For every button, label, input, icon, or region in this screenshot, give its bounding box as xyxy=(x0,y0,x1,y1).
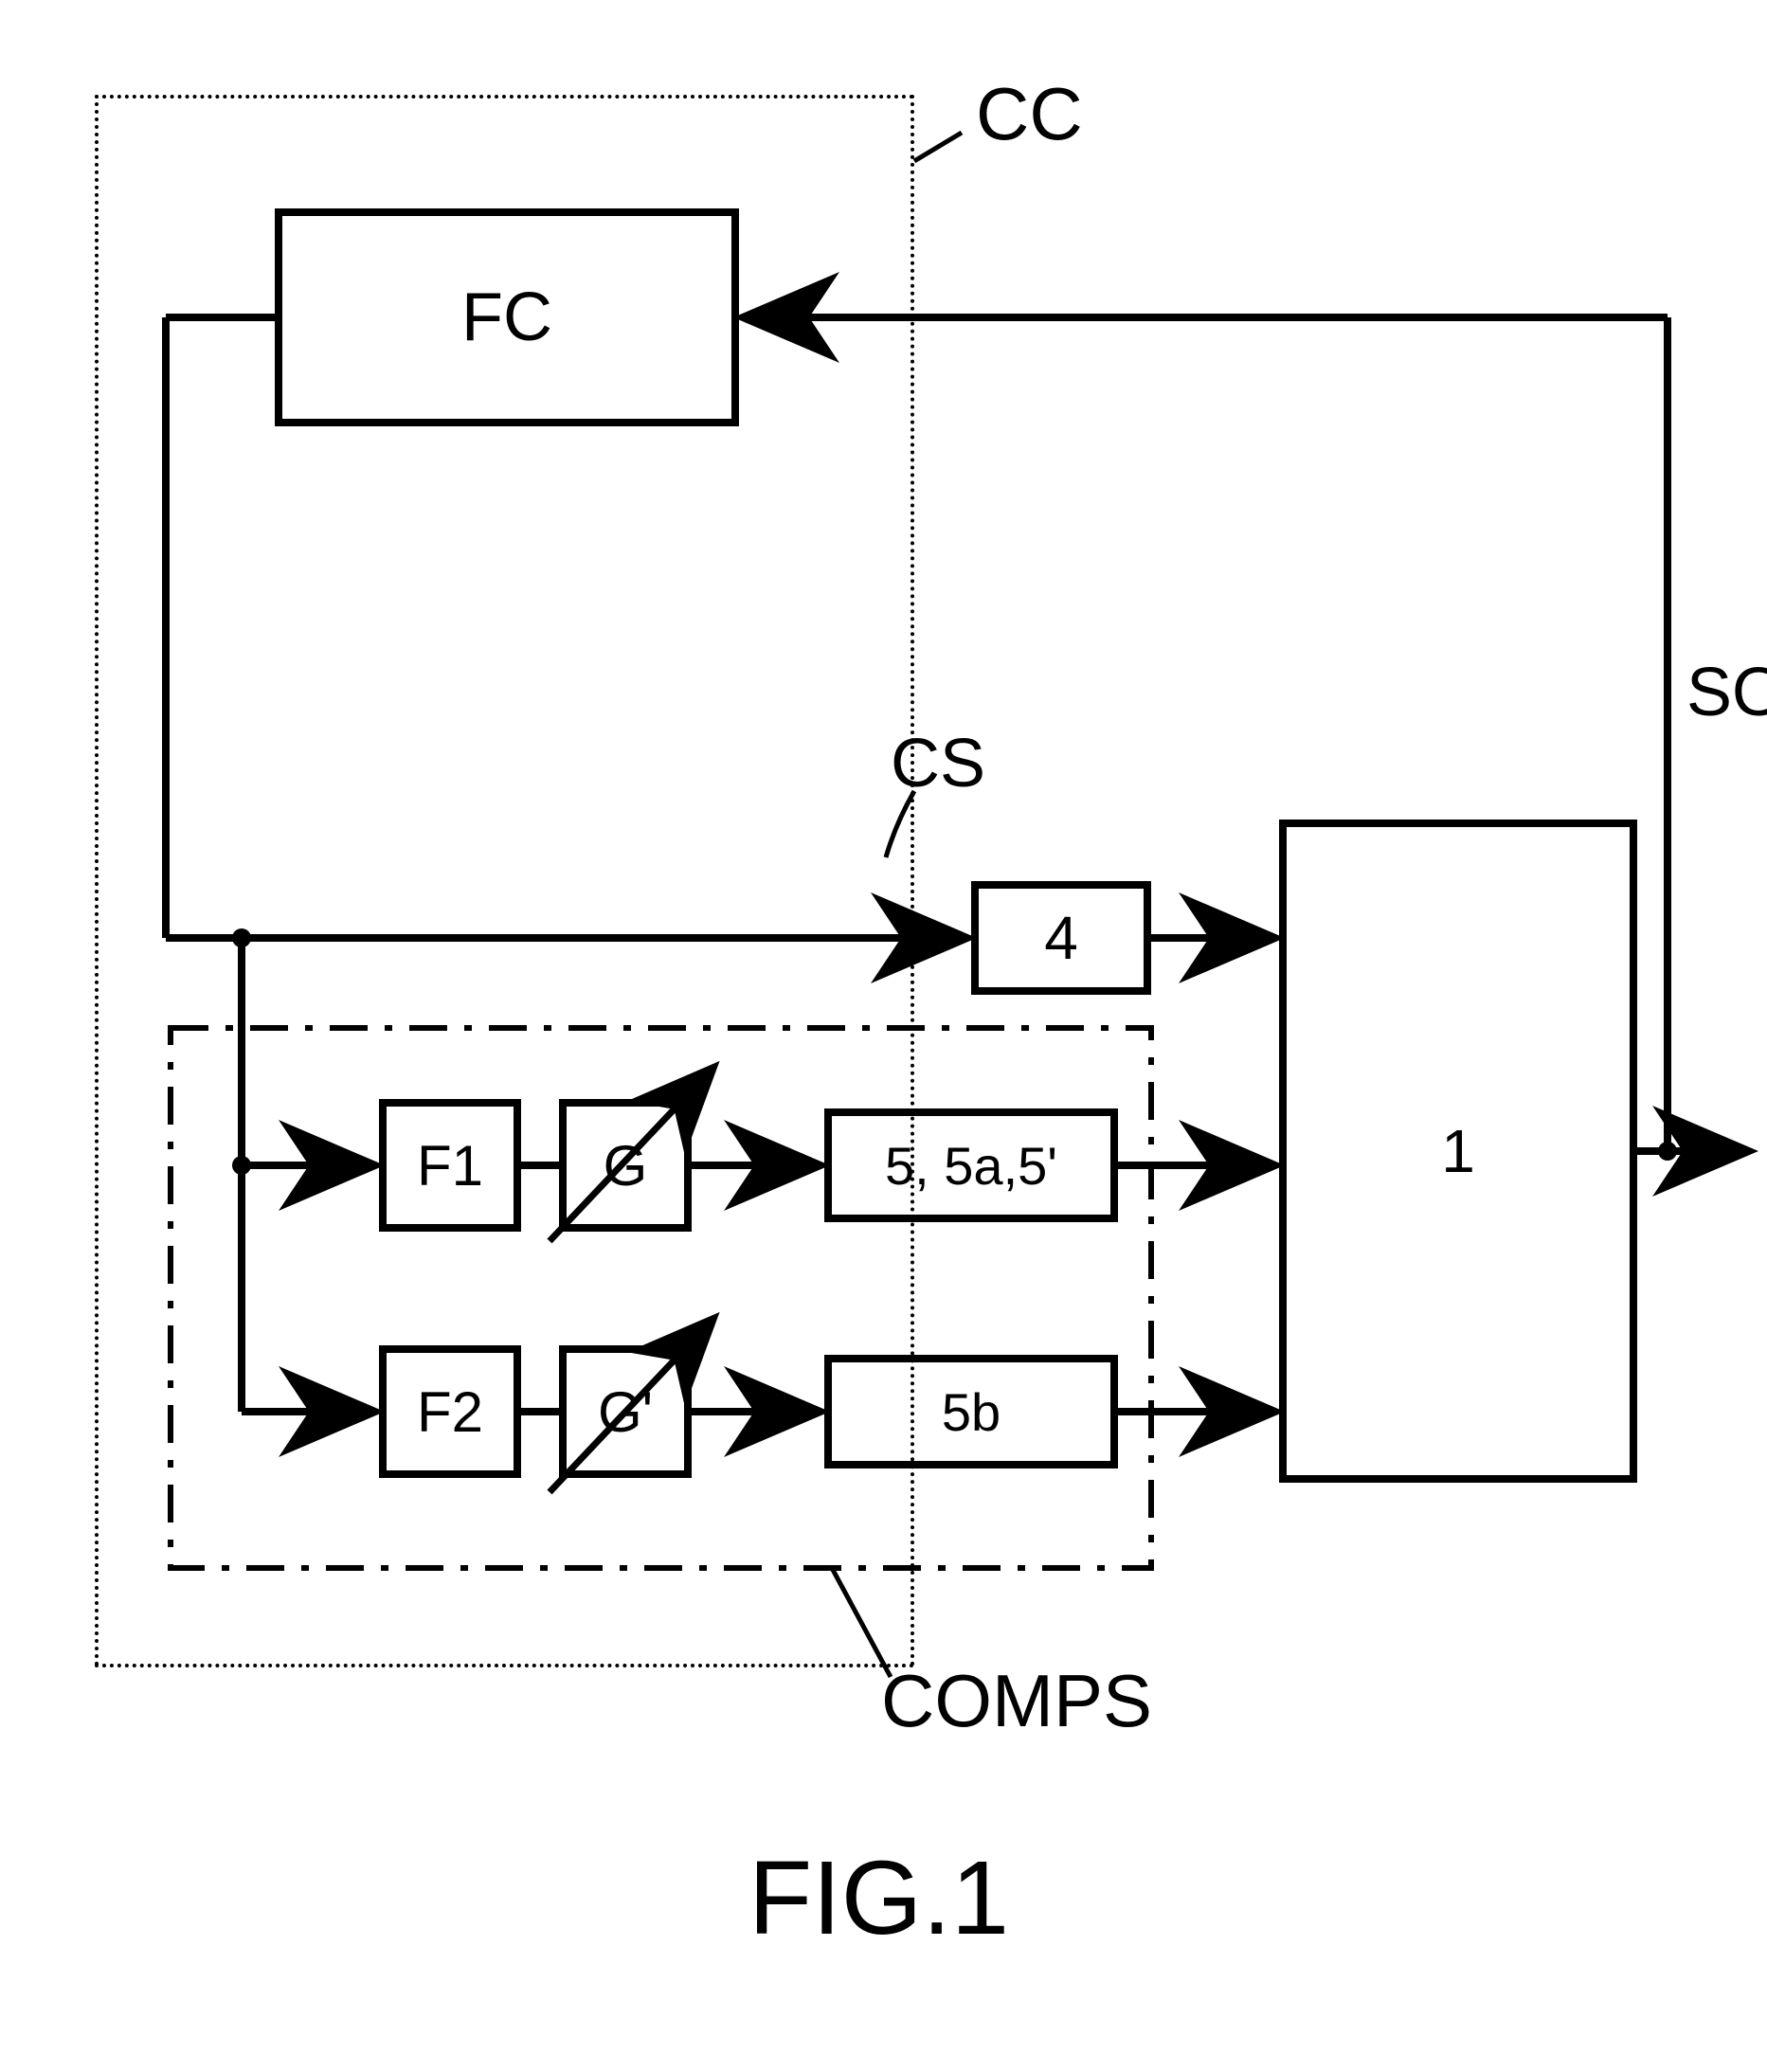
connections-svg xyxy=(0,0,1767,2072)
label-so: SO xyxy=(1686,654,1767,731)
label-comps: COMPS xyxy=(881,1658,1152,1744)
label-cs: CS xyxy=(891,725,985,802)
label-cc: CC xyxy=(976,71,1083,157)
figure-label: FIG.1 xyxy=(748,1838,1009,1958)
diagram-page: FC 4 1 F1 F2 G G' 5, 5a,5' 5b xyxy=(0,0,1767,2072)
